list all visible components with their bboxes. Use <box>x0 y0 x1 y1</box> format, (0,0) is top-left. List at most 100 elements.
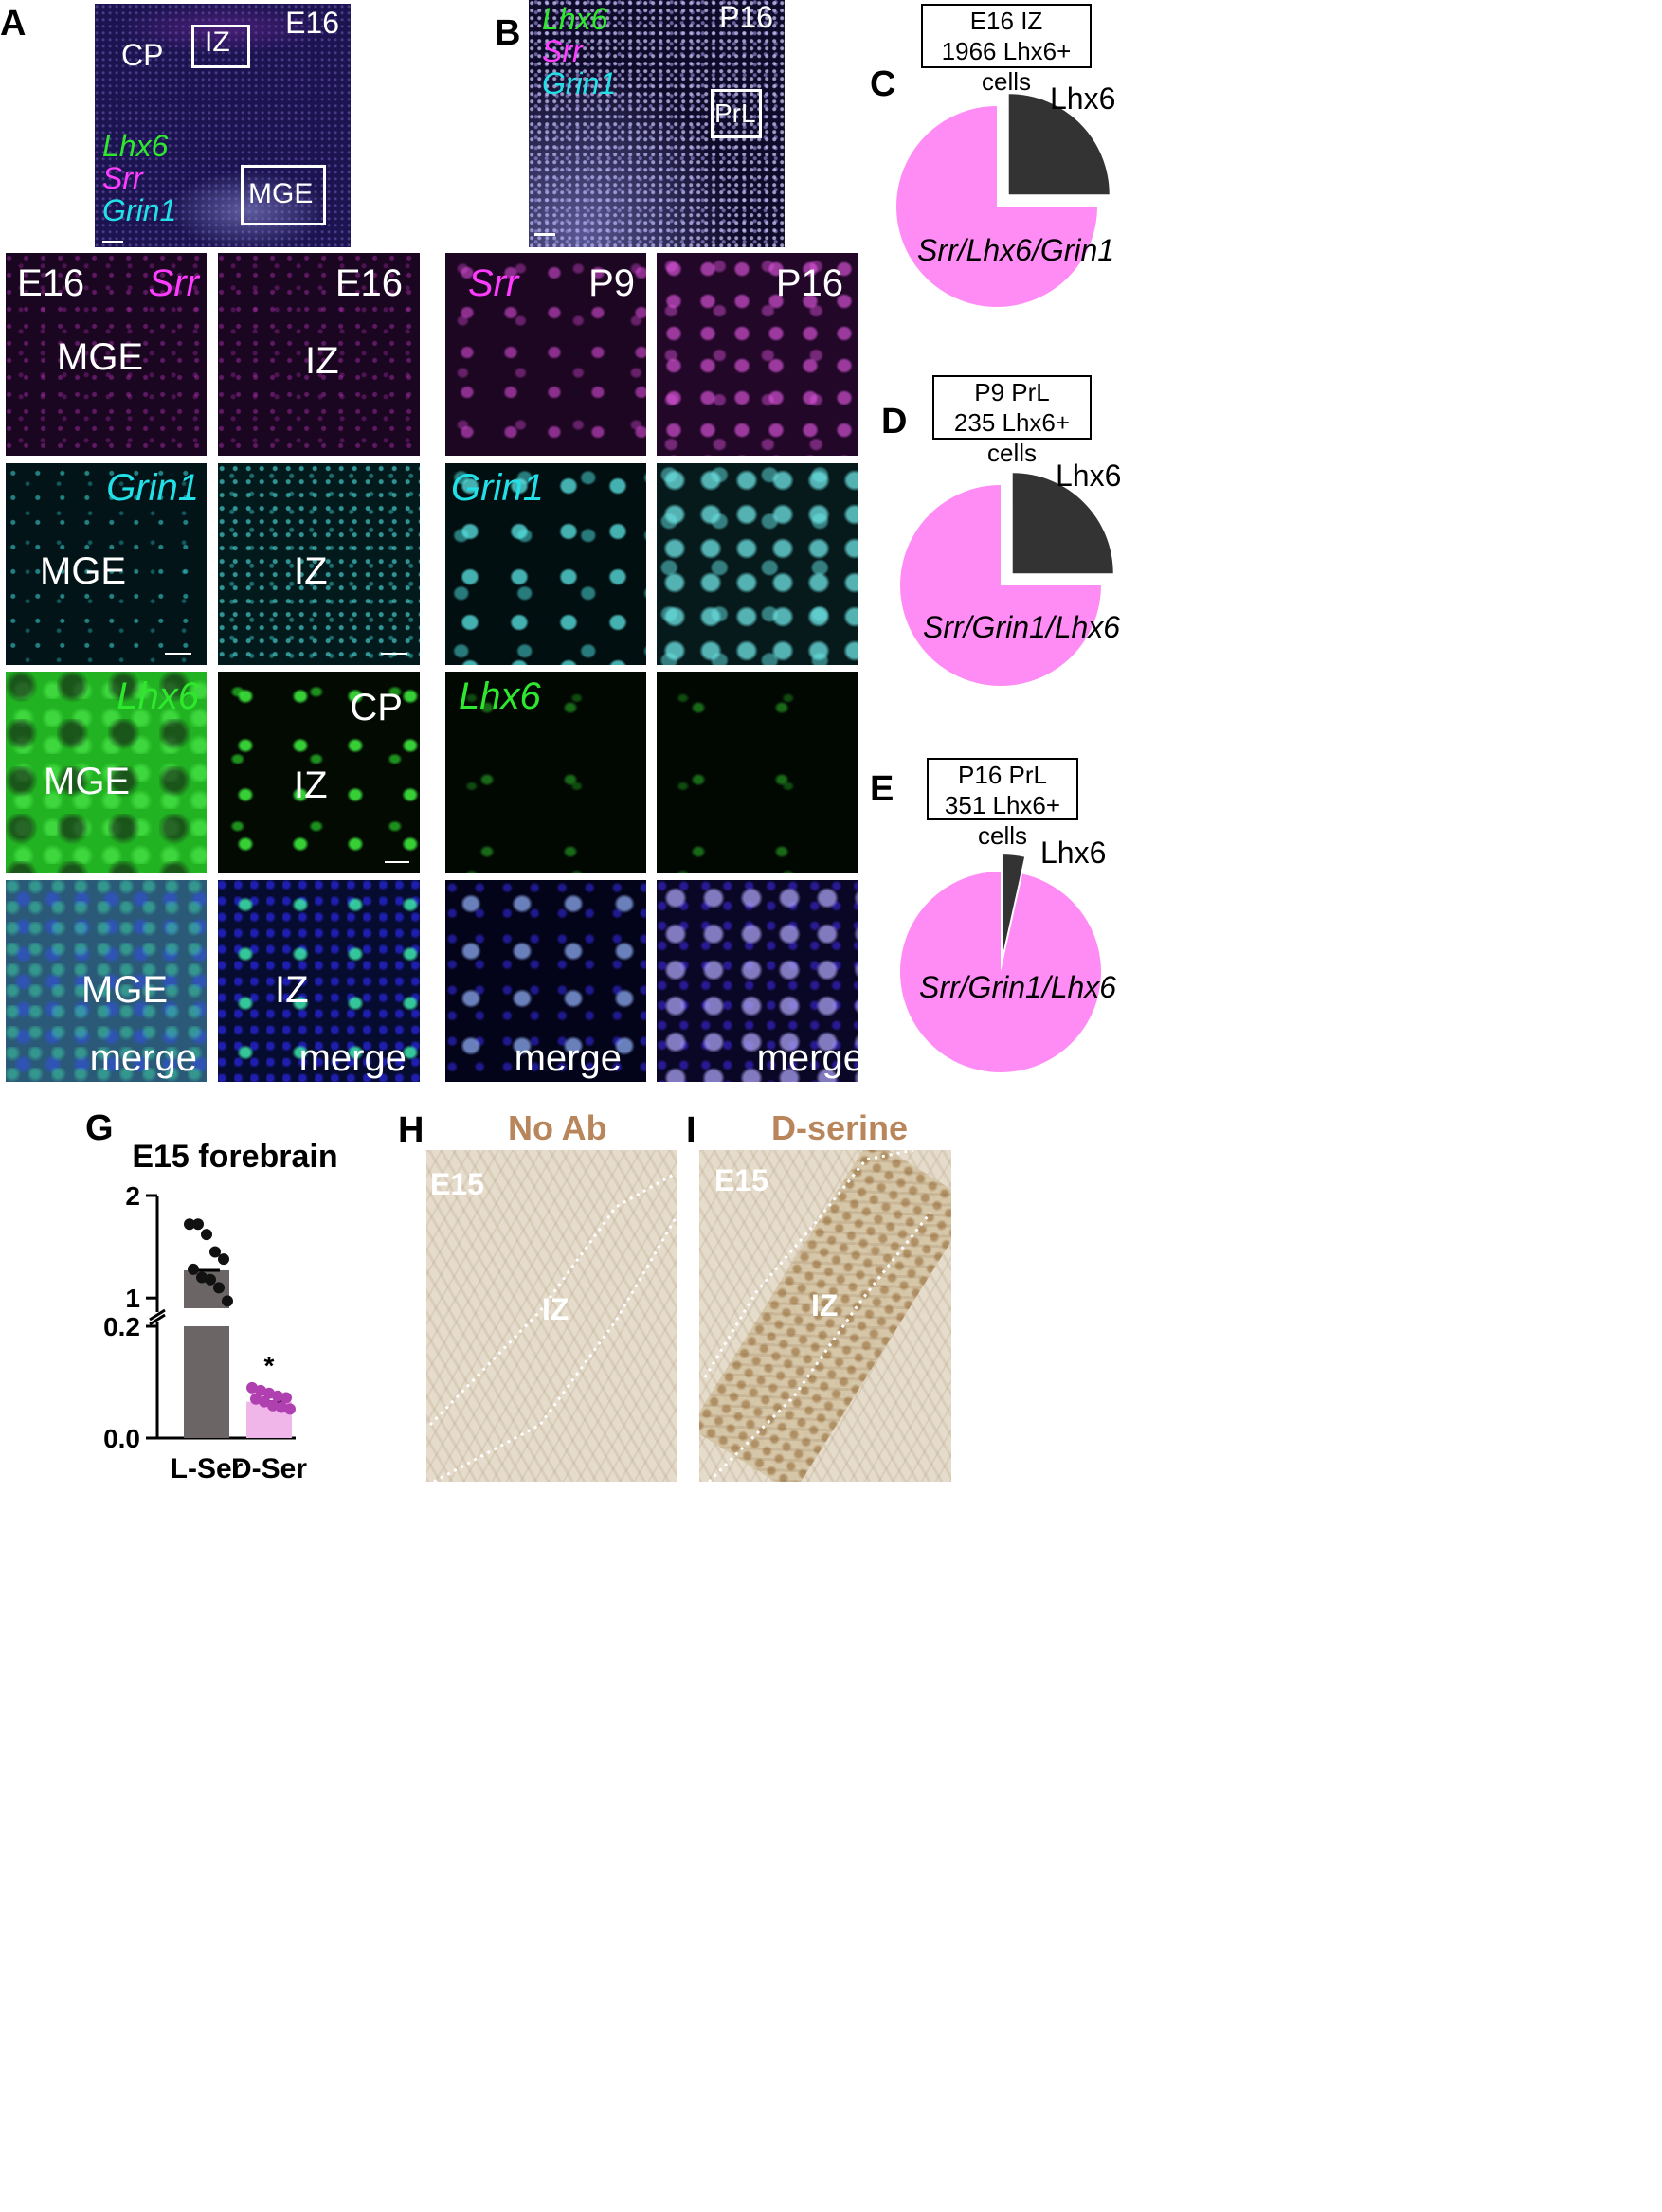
panel-letter-i: I <box>686 1110 696 1150</box>
panel-letter-b: B <box>495 13 521 53</box>
pie-label-large-e: Srr/Grin1/Lhx6 <box>919 970 1117 1004</box>
panel-letter-d: D <box>881 402 908 441</box>
legend-srr: Srr <box>542 34 583 68</box>
region-label-cp: CP <box>350 687 403 728</box>
pie-chart-e <box>900 854 1101 1072</box>
overview-p16: P16 Lhx6 Srr Grin1 PrL <box>529 0 785 247</box>
region-label: MGE <box>81 969 169 1011</box>
legend-srr: Srr <box>102 161 143 195</box>
data-point <box>276 1401 287 1413</box>
gene-label: Lhx6 <box>117 675 199 717</box>
pie-label-large-c: Srr/Lhx6/Grin1 <box>917 233 1115 267</box>
significance-marker: * <box>264 1351 275 1380</box>
image-b-srr-p9: Srr P9 <box>445 253 646 456</box>
image-b-grin1-p16 <box>657 463 858 665</box>
merge-label: merge <box>89 1037 197 1079</box>
y-tick-label: 1 <box>125 1284 140 1313</box>
y-tick-label: 2 <box>125 1181 140 1211</box>
stage-label: E15 <box>714 1163 768 1197</box>
merge-label: merge <box>514 1037 622 1079</box>
mge-box <box>241 165 326 225</box>
data-point <box>188 1263 199 1275</box>
box-label-line2: 351 Lhx6+ cells <box>944 791 1061 850</box>
image-a-merge-iz: IZ merge <box>218 880 420 1082</box>
data-point <box>272 1390 283 1402</box>
stage-label: P16 <box>719 0 773 34</box>
pie-label-large-d: Srr/Grin1/Lhx6 <box>923 610 1121 644</box>
region-label-prl: PrL <box>714 99 756 128</box>
image-b-merge-p16: merge <box>657 880 858 1082</box>
box-label-line1: P16 PrL <box>958 761 1047 789</box>
x-tick-label: D-Ser <box>231 1453 307 1484</box>
image-a-merge-mge: MGE merge <box>6 880 207 1082</box>
box-label-e: P16 PrL 351 Lhx6+ cells <box>927 758 1078 850</box>
region-label: IZ <box>294 550 328 592</box>
pie-chart-d <box>900 473 1113 686</box>
stage-label: P16 <box>775 262 843 304</box>
region-label: MGE <box>40 550 127 592</box>
box-label-line2: 1966 Lhx6+ cells <box>941 37 1072 96</box>
panel-title-i: D-serine <box>771 1108 909 1147</box>
pie-chart-c <box>896 94 1110 307</box>
legend-grin1: Grin1 <box>542 66 617 100</box>
image-h-no-ab: E15 IZ <box>426 1150 677 1482</box>
pie-slice-large <box>900 485 1101 686</box>
image-a-lhx6-iz: CP IZ <box>218 672 420 873</box>
region-label: IZ <box>811 1288 839 1322</box>
merge-label: merge <box>756 1037 858 1079</box>
image-a-lhx6-mge: Lhx6 MGE <box>6 672 207 873</box>
data-point <box>196 1271 208 1284</box>
panel-letter-g: G <box>85 1108 114 1148</box>
box-label-d: P9 PrL 235 Lhx6+ cells <box>932 375 1092 467</box>
region-label: IZ <box>294 764 328 806</box>
pie-slice-small <box>1012 473 1113 574</box>
data-point <box>246 1381 258 1394</box>
merge-label: merge <box>298 1037 406 1079</box>
box-label-line1: P9 PrL <box>974 378 1050 406</box>
scale-bar <box>165 653 191 655</box>
data-point <box>284 1403 296 1415</box>
gene-label: Lhx6 <box>459 675 541 717</box>
region-label-cp: CP <box>121 38 164 72</box>
data-point <box>263 1387 275 1399</box>
data-point <box>205 1273 216 1286</box>
image-a-srr-iz: E16 IZ <box>218 253 420 456</box>
pie-slice-large <box>900 872 1101 1072</box>
legend-lhx6: Lhx6 <box>542 2 608 36</box>
stage-label: E15 <box>430 1167 484 1201</box>
stage-label: E16 <box>285 6 339 40</box>
scale-bar <box>534 233 555 236</box>
region-label: IZ <box>542 1292 569 1326</box>
image-a-grin1-iz: IZ <box>218 463 420 665</box>
overview-e16: E16 CP IZ MGE Lhx6 Srr Grin1 <box>95 4 351 247</box>
image-b-lhx6-p9: Lhx6 <box>445 672 646 873</box>
panel-title-h: No Ab <box>508 1108 607 1147</box>
scale-bar <box>385 861 409 863</box>
bars <box>184 1268 292 1438</box>
data-point <box>184 1218 195 1231</box>
region-label: IZ <box>305 340 339 382</box>
panel-letter-e: E <box>870 769 894 809</box>
stage-label: E16 <box>17 262 85 304</box>
bar-l-ser <box>184 1326 229 1438</box>
pie-label-small-c: Lhx6 <box>1050 81 1116 116</box>
box-label-c: E16 IZ 1966 Lhx6+ cells <box>921 4 1092 96</box>
region-label: MGE <box>57 336 144 378</box>
box-label-line1: E16 IZ <box>969 7 1043 35</box>
box-label-line2: 235 Lhx6+ cells <box>953 408 1071 467</box>
scale-bar <box>381 653 407 655</box>
region-label: MGE <box>44 761 131 802</box>
image-i-dserine: E15 IZ <box>699 1150 951 1482</box>
gene-label: Srr <box>148 262 199 304</box>
data-point <box>280 1392 292 1404</box>
legend-lhx6: Lhx6 <box>102 129 169 163</box>
data-point <box>267 1399 279 1412</box>
y-tick-label: 0.0 <box>103 1424 140 1453</box>
data-point <box>213 1282 225 1294</box>
scale-bar <box>102 241 123 243</box>
chart-title: E15 forebrain <box>132 1139 337 1175</box>
gene-label: Grin1 <box>451 467 544 509</box>
stage-label: P9 <box>588 262 635 304</box>
